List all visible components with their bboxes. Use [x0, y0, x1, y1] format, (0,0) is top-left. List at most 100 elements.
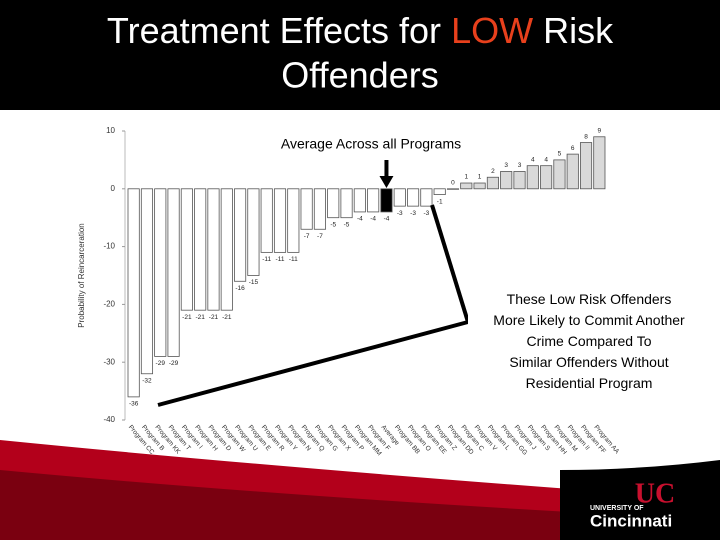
bar: [180, 188, 193, 311]
value-label: -29: [156, 360, 166, 367]
annotation-box: [250, 132, 492, 156]
value-label: -21: [182, 314, 192, 321]
bar: [380, 188, 393, 213]
value-label: -5: [344, 221, 350, 228]
pointer-line: [430, 204, 470, 323]
value-label: -11: [276, 256, 285, 263]
bar: [167, 188, 180, 357]
value-label: -16: [235, 285, 245, 292]
y-tick-label: -10: [103, 242, 115, 251]
callout-line: Similar Offenders Without: [509, 354, 668, 370]
value-label: -11: [289, 256, 298, 263]
pointer-line: [157, 320, 469, 407]
bar: [553, 159, 566, 190]
value-label: -32: [142, 377, 152, 384]
bar: [367, 188, 380, 213]
bar: [473, 182, 486, 190]
value-label: 0: [451, 180, 455, 187]
header-band: [0, 0, 720, 110]
value-label: 8: [584, 133, 588, 140]
slide-title: Treatment Effects for LOW Risk: [107, 10, 614, 51]
value-label: -21: [195, 314, 205, 321]
value-label: -1: [437, 198, 443, 205]
bar: [260, 188, 273, 253]
title-part: Treatment Effects for: [107, 10, 451, 51]
bar: [300, 188, 313, 230]
logo-mark: UC: [635, 478, 675, 509]
bar: [420, 188, 433, 207]
value-label: -7: [304, 233, 310, 240]
value-label: -7: [317, 233, 323, 240]
title-highlight: LOW: [451, 10, 533, 51]
bar: [273, 188, 287, 253]
bar: [526, 165, 539, 190]
slide-title-line2: Offenders: [281, 55, 438, 96]
bar: [287, 188, 300, 253]
y-tick-label: -20: [103, 300, 115, 309]
value-label: -3: [410, 210, 416, 217]
bar: [247, 188, 260, 276]
y-tick-label: -40: [103, 415, 115, 424]
value-label: -4: [384, 216, 390, 223]
y-tick-label: 0: [111, 184, 116, 193]
bar: [513, 171, 526, 190]
value-label: 6: [571, 145, 575, 152]
callout-line: Residential Program: [526, 375, 653, 391]
value-label: 1: [464, 174, 468, 181]
bar: [234, 188, 247, 282]
value-label: 4: [531, 156, 535, 163]
title-part: Risk: [533, 10, 614, 51]
bar: [313, 188, 326, 230]
bar: [593, 136, 606, 190]
bar: [327, 188, 340, 219]
callout: These Low Risk Offenders More Likely to C…: [493, 291, 685, 391]
bar: [433, 188, 446, 195]
value-label: 2: [491, 168, 495, 175]
swoosh-dark: [0, 470, 720, 540]
value-label: 5: [558, 151, 562, 158]
arrow-head: [379, 176, 394, 188]
bar: [407, 188, 420, 207]
value-label: -15: [249, 279, 259, 286]
value-label: -3: [397, 210, 403, 217]
value-label: -21: [222, 314, 232, 321]
value-label: -4: [357, 216, 363, 223]
value-label: 4: [544, 156, 548, 163]
bar: [566, 153, 579, 190]
value-label: -5: [330, 221, 336, 228]
value-label: 9: [598, 127, 602, 134]
callout-box: [468, 286, 710, 398]
bar: [140, 188, 154, 375]
bar: [194, 188, 207, 311]
logo-line1: UNIVERSITY OF: [590, 505, 644, 512]
value-label: 3: [504, 162, 508, 169]
value-label: -3: [423, 210, 429, 217]
callout-line: More Likely to Commit Another: [493, 312, 685, 328]
bar: [207, 188, 220, 311]
bar: [353, 188, 366, 213]
value-label: 1: [478, 174, 482, 181]
bar: [460, 182, 473, 190]
bar: [220, 188, 233, 311]
bar: [500, 171, 513, 190]
value-label: 3: [518, 162, 522, 169]
bar: [154, 188, 167, 357]
bar: [486, 176, 499, 190]
bar: [579, 142, 593, 190]
y-tick-label: 10: [106, 126, 115, 135]
bar: [127, 188, 140, 398]
callout-line: These Low Risk Offenders: [507, 291, 672, 307]
value-label: -21: [209, 314, 219, 321]
y-tick-label: -30: [103, 357, 115, 366]
bar: [446, 188, 460, 190]
y-axis-label: Probability of Reincarceration: [77, 223, 86, 328]
value-label: -11: [262, 256, 271, 263]
bar: [340, 188, 353, 219]
value-label: -4: [370, 216, 376, 223]
value-label: -29: [169, 360, 179, 367]
logo-band: [560, 460, 720, 540]
callout-line: Crime Compared To: [526, 333, 651, 349]
